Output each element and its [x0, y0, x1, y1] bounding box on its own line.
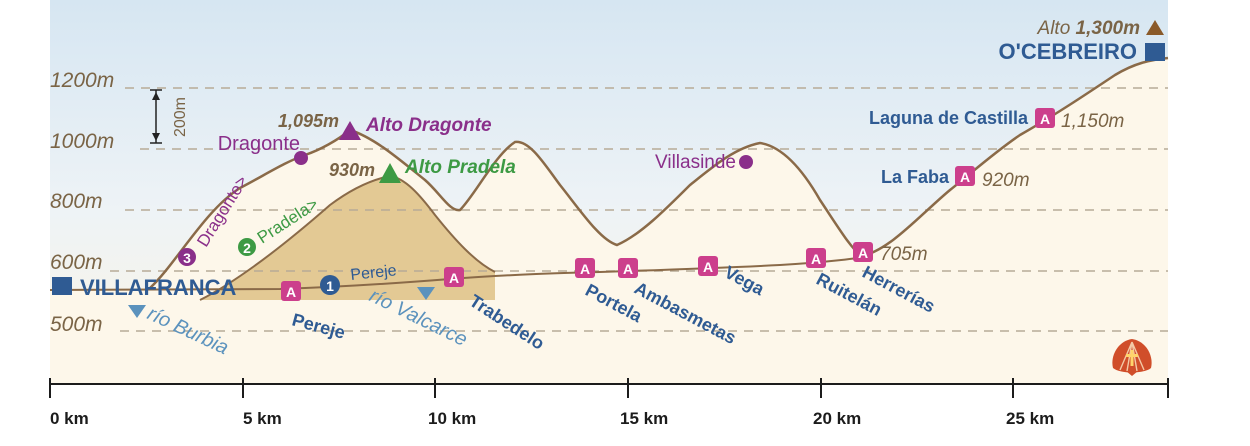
alto-dragonte: 1,095m Alto Dragonte	[278, 111, 492, 140]
elevation-label-500: 500m	[50, 313, 103, 336]
start-town: VILLAFRANCA	[52, 275, 237, 300]
pereje-path-label: Pereje	[350, 262, 398, 284]
elevation-label-1200: 1200m	[50, 69, 114, 92]
albergue-icon	[281, 281, 301, 301]
svg-text:A: A	[960, 169, 970, 185]
albergue-icon	[444, 267, 464, 287]
albergue-icon	[1035, 108, 1055, 128]
variant-number: 1	[326, 278, 334, 294]
pradela-hill-fill	[200, 176, 495, 300]
svg-text:A: A	[811, 251, 821, 267]
albergue-icon	[618, 258, 638, 278]
village-elevation: 920m	[982, 170, 1030, 191]
svg-text:A: A	[1040, 111, 1050, 127]
distance-axis: 0 km 5 km 10 km 15 km 20 km 25 km	[49, 378, 1169, 428]
river-marker-icon	[128, 305, 146, 318]
variant-number-badge	[320, 275, 340, 295]
albergue-icon	[806, 248, 826, 268]
summit-triangle-icon	[379, 163, 401, 183]
variant-number-badge	[178, 248, 196, 266]
albergue-laguna-de-castilla: A Laguna de Castilla 1,150m	[869, 108, 1124, 132]
svg-text:A: A	[703, 259, 713, 275]
km-label-20: 20 km	[813, 409, 861, 428]
svg-text:A: A	[286, 284, 296, 300]
albergue-icon	[575, 258, 595, 278]
km-label-10: 10 km	[428, 409, 476, 428]
villasinde-name: Villasinde	[655, 152, 736, 173]
albergue-icon	[698, 256, 718, 276]
valley-road-line	[49, 255, 871, 291]
alto-pradela-elevation: 930m	[329, 160, 375, 180]
villasinde-marker	[739, 155, 753, 169]
profile-fill-light	[50, 58, 1168, 384]
town-square-icon	[52, 277, 72, 295]
village-elevation: 1,150m	[1061, 111, 1124, 132]
village-name: La Faba	[881, 167, 950, 187]
variant-number: 2	[243, 240, 251, 256]
route-variant-pereje: 1 Pereje	[320, 262, 398, 295]
start-town-name: VILLAFRANCA	[80, 275, 237, 300]
dragonte-village-name: Dragonte	[218, 133, 300, 155]
elevation-label-1000: 1000m	[50, 130, 114, 153]
village-name: Laguna de Castilla	[869, 108, 1029, 128]
end-town-name: O'CEBREIRO	[999, 39, 1137, 64]
summit-elevation: Alto 1,300m	[1037, 18, 1141, 39]
km-label-5: 5 km	[243, 409, 282, 428]
elevation-label-800: 800m	[50, 190, 103, 213]
km-label-25: 25 km	[1006, 409, 1054, 428]
village-elevation: 705m	[880, 244, 928, 265]
km-label-15: 15 km	[620, 409, 668, 428]
variant-number: 3	[183, 250, 191, 266]
alto-dragonte-name: Alto Dragonte	[365, 115, 492, 136]
elevation-axis: 1200m 1000m 800m 600m 500m	[50, 69, 114, 336]
svg-text:A: A	[449, 270, 459, 286]
alto-pradela-name: Alto Pradela	[404, 157, 516, 178]
albergue-la-faba: A La Faba 920m	[881, 166, 1030, 191]
town-square-icon	[1145, 43, 1165, 61]
scale-bar-label: 200m	[172, 97, 189, 137]
river-marker-icon	[417, 287, 435, 300]
elevation-label-600: 600m	[50, 251, 103, 274]
summit-triangle-icon	[1146, 20, 1164, 35]
svg-text:A: A	[580, 261, 590, 277]
km-label-0: 0 km	[50, 409, 89, 428]
alto-pradela: 930m Alto Pradela	[329, 157, 516, 183]
svg-text:A: A	[623, 261, 633, 277]
dragonte-village-marker	[294, 151, 308, 165]
svg-text:A: A	[858, 245, 868, 261]
scale-bar-200m: 200m	[150, 89, 189, 144]
variant-number-badge	[238, 238, 256, 256]
albergue-icon	[955, 166, 975, 186]
albergue-icon	[853, 242, 873, 262]
summit-triangle-icon	[339, 121, 361, 140]
villasinde: Villasinde	[655, 152, 753, 173]
end-town: O'CEBREIRO Alto 1,300m	[999, 18, 1165, 64]
scallop-shell-icon	[1112, 339, 1152, 376]
alto-dragonte-elevation: 1,095m	[278, 111, 339, 131]
